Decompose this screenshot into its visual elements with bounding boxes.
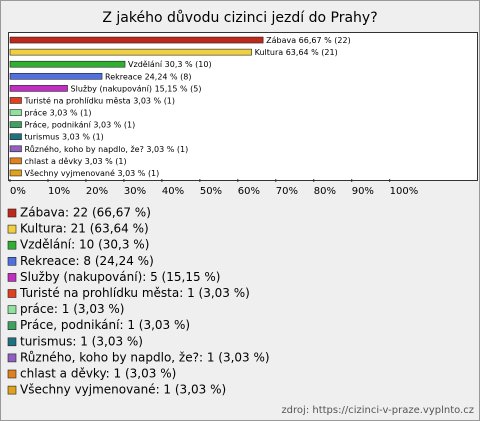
x-tick-label: 10% <box>48 186 70 197</box>
legend-swatch <box>7 369 17 379</box>
x-tick-label: 90% <box>352 186 374 197</box>
value-label: 3,03 % (1) <box>62 132 104 141</box>
x-tick-label: 80% <box>314 186 336 197</box>
bar-category: Kultura <box>255 48 284 57</box>
value-label: 3,03 % (1) <box>117 168 159 177</box>
x-tick-label: 100% <box>390 186 419 197</box>
bar <box>9 145 22 153</box>
bar-category: Zábava <box>266 36 296 45</box>
x-tick-label: 70% <box>276 186 298 197</box>
bar <box>9 97 22 104</box>
bar <box>9 36 264 44</box>
legend-label: Různého, koho by napdlo, že?: 1 (3,03 %) <box>20 350 270 364</box>
value-label: 3,03 % (1) <box>133 96 175 105</box>
value-label: 3,03 % (1) <box>50 108 92 117</box>
x-tick-label: 0% <box>10 186 26 197</box>
legend-swatch <box>7 224 17 234</box>
legend-label: turismus: 1 (3,03 %) <box>20 334 143 348</box>
legend-label: Zábava: 22 (66,67 %) <box>20 206 151 220</box>
legend-label: Vzdělání: 10 (30,3 %) <box>20 238 149 252</box>
bar-category: turismus <box>25 132 60 141</box>
x-tick-label: 30% <box>124 186 146 197</box>
bar-label: Kultura 63,64 % (21) <box>255 48 338 57</box>
bar-label: Všechny vyjmenované 3,03 % (1) <box>25 167 160 177</box>
x-tick-label: 20% <box>86 186 108 197</box>
bar-category: Turisté na prohlídku města <box>24 95 131 105</box>
legend-label: Rekreace: 8 (24,24 %) <box>20 254 154 268</box>
bar-category: chlast a děvky <box>25 156 83 165</box>
bar-label: Zábava 66,67 % (22) <box>266 36 351 45</box>
bar-label: Turisté na prohlídku města 3,03 % (1) <box>24 95 176 105</box>
value-label: 3,03 % (1) <box>93 120 135 129</box>
legend-swatch <box>7 289 17 298</box>
bar-label: Služby (nakupování) 15,15 % (5) <box>71 84 202 93</box>
bar <box>9 109 22 116</box>
legend-label: Práce, podnikání: 1 (3,03 %) <box>20 318 190 332</box>
legend-swatch <box>7 321 17 331</box>
legend-label: chlast a děvky: 1 (3,03 %) <box>20 367 176 381</box>
bar <box>9 48 252 56</box>
x-tick-label: 40% <box>162 186 184 197</box>
bar-label: Rekreace 24,24 % (8) <box>105 72 191 81</box>
bar-category: Služby (nakupování) <box>71 84 152 93</box>
legend-swatch <box>7 385 17 395</box>
legend-swatch <box>7 273 17 282</box>
value-label: 66,67 % (22) <box>299 36 351 45</box>
legend-swatch <box>7 353 17 363</box>
bar-label: Práce, podnikání 3,03 % (1) <box>25 120 136 129</box>
bar <box>9 121 22 128</box>
bar <box>9 60 126 68</box>
legend-swatch <box>7 208 17 218</box>
chart-title: Z jakého důvodu cizinci jezdí do Prahy? <box>102 10 377 26</box>
bar <box>9 133 22 141</box>
bar-category: práce <box>25 108 48 117</box>
value-label: 30,3 % (10) <box>165 60 212 69</box>
bar <box>9 169 22 177</box>
value-label: 3,03 % (1) <box>146 144 188 153</box>
value-label: 24,24 % (8) <box>145 72 192 81</box>
bar-category: Práce, podnikání <box>25 120 92 129</box>
bar-label: chlast a děvky 3,03 % (1) <box>25 156 127 165</box>
bar-label: turismus 3,03 % (1) <box>25 132 104 141</box>
legend-label: Všechny vyjmenované: 1 (3,03 %) <box>20 383 226 397</box>
x-tick-label: 60% <box>238 186 260 197</box>
legend-swatch <box>7 305 17 314</box>
x-tick-label: 50% <box>200 186 222 197</box>
legend-swatch <box>7 256 17 266</box>
bar <box>9 72 103 80</box>
legend-swatch <box>7 337 17 347</box>
value-label: 15,15 % (5) <box>155 84 202 93</box>
bar-label: Vzdělání 30,3 % (10) <box>128 60 212 69</box>
legend-label: Turisté na prohlídku města: 1 (3,03 %) <box>19 286 250 300</box>
legend-label: práce: 1 (3,03 %) <box>20 302 125 316</box>
bar-category: Vzdělání <box>128 60 163 69</box>
plot-frame <box>8 32 478 181</box>
bar-category: Různého, koho by napdlo, že? <box>25 143 144 153</box>
bar <box>9 85 68 92</box>
legend-label: Služby (nakupování): 5 (15,15 %) <box>20 270 221 284</box>
value-label: 63,64 % (21) <box>286 48 338 57</box>
legend-label: Kultura: 21 (63,64 %) <box>20 222 149 236</box>
bar-label: práce 3,03 % (1) <box>25 108 92 117</box>
value-label: 3,03 % (1) <box>85 156 127 165</box>
source: zdroj: https://cizinci-v-praze.vyplnto.c… <box>281 405 474 416</box>
legend-swatch <box>7 240 17 250</box>
bar-category: Všechny vyjmenované <box>25 167 115 177</box>
bar-label: Různého, koho by napdlo, že? 3,03 % (1) <box>25 143 189 153</box>
bar <box>9 157 22 165</box>
bar-category: Rekreace <box>105 72 142 81</box>
